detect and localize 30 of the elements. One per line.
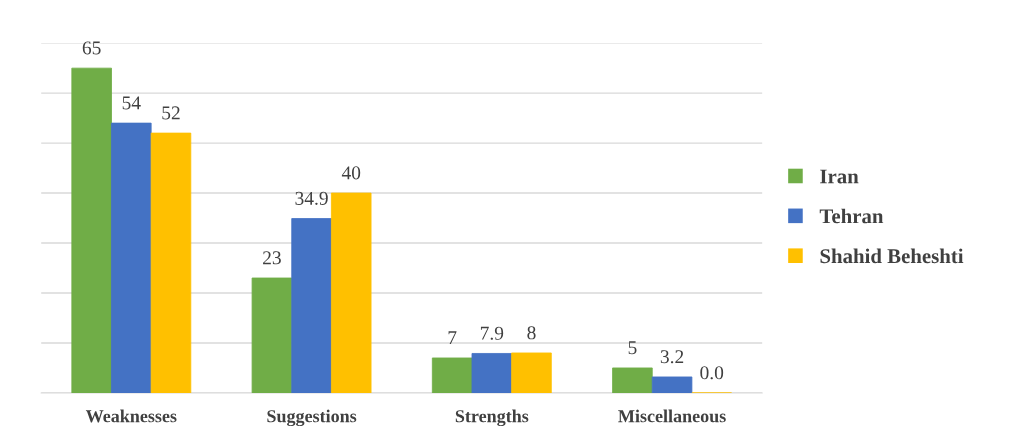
bar: [291, 218, 332, 393]
data-label: 3.2: [660, 350, 684, 364]
data-label: 7: [448, 331, 457, 345]
bar: [251, 277, 293, 393]
data-label: 65: [82, 41, 101, 55]
legend-label: Iran: [820, 169, 859, 184]
data-label: 0.0: [700, 366, 724, 380]
x-tick-label: Weaknesses: [85, 409, 177, 423]
x-tick-label: Suggestions: [267, 409, 357, 427]
bar: [471, 353, 513, 393]
x-tick-label: Strengths: [455, 409, 529, 427]
bar: [612, 367, 653, 393]
data-label: 23: [263, 251, 281, 265]
data-label: 8: [527, 326, 536, 340]
bar: [330, 192, 372, 393]
bar: [71, 67, 112, 393]
bar: [511, 352, 552, 393]
legend-label: Shahid Beheshti: [820, 248, 964, 264]
data-label: 54: [122, 96, 141, 110]
data-label: 34.9: [295, 191, 328, 205]
legend-label: Tehran: [819, 208, 884, 224]
bar: [111, 122, 152, 393]
data-label: 7.9: [480, 326, 504, 340]
x-tick-label: Miscellaneous: [618, 409, 726, 423]
bar: [651, 376, 693, 393]
bar: [150, 132, 192, 393]
bar: [431, 357, 473, 393]
data-label: 40: [341, 166, 361, 180]
data-label: 52: [162, 106, 180, 120]
data-label: 5: [628, 341, 637, 355]
